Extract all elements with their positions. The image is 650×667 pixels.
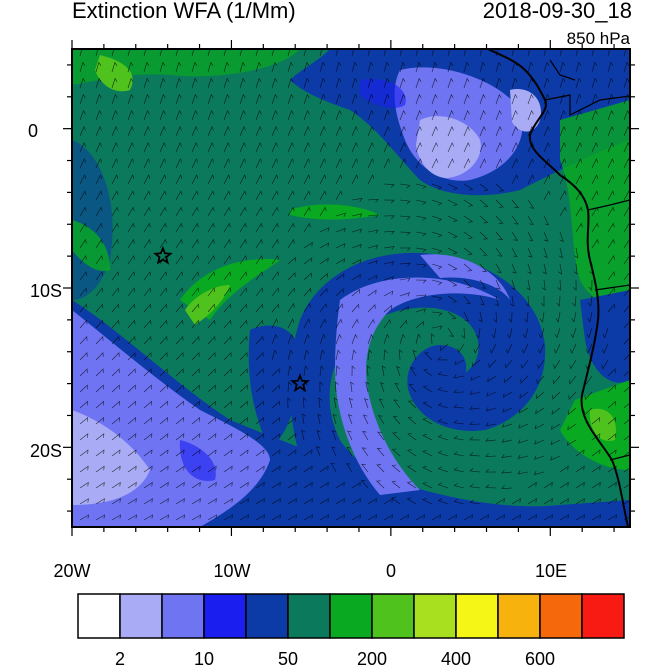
colorbar-swatch-10 — [497, 593, 541, 639]
map-datetime: 2018-09-30_18 — [482, 0, 632, 23]
colorbar-swatch-4 — [245, 593, 289, 639]
axis-ticks — [63, 40, 639, 536]
colorbar-label-50: 50 — [278, 649, 298, 667]
markers-layer — [153, 245, 310, 393]
lon-label-0: 0 — [386, 561, 396, 581]
colorbar-swatch-8 — [413, 593, 457, 639]
colorbar-swatch-11 — [539, 593, 583, 639]
lon-label-20w: 20W — [53, 561, 90, 581]
colorbar-swatch-5 — [287, 593, 331, 639]
colorbar-swatch-0 — [77, 593, 121, 639]
colorbar-label-200: 200 — [357, 649, 387, 667]
colorbar-label-600: 600 — [525, 649, 555, 667]
wind-barbs — [79, 49, 630, 521]
colorbar-swatch-7 — [371, 593, 415, 639]
star-marker-center — [290, 373, 310, 393]
colorbar-swatch-3 — [203, 593, 247, 639]
colorbar-swatch-1 — [119, 593, 163, 639]
colorbar-swatch-6 — [329, 593, 373, 639]
lon-label-10e: 10E — [535, 561, 567, 581]
lat-label-20s: 20S — [30, 441, 62, 461]
colorbar-swatch-2 — [161, 593, 205, 639]
lat-label-0: 0 — [28, 121, 38, 141]
pressure-level: 850 hPa — [566, 29, 630, 48]
lon-label-10w: 10W — [213, 561, 250, 581]
colorbar-label-10: 10 — [194, 649, 214, 667]
extinction-field — [72, 49, 630, 527]
colorbar-swatch-12 — [581, 593, 625, 639]
map-title: Extinction WFA (1/Mm) — [72, 0, 296, 23]
colorbar-labels: 2 10 50 200 400 600 — [115, 649, 555, 667]
colorbar-swatch-9 — [455, 593, 499, 639]
colorbar — [77, 593, 625, 639]
colorbar-label-400: 400 — [441, 649, 471, 667]
star-marker-west — [153, 245, 173, 265]
colorbar-label-2: 2 — [115, 649, 125, 667]
lat-label-10s: 10S — [30, 281, 62, 301]
coastline — [487, 49, 630, 527]
